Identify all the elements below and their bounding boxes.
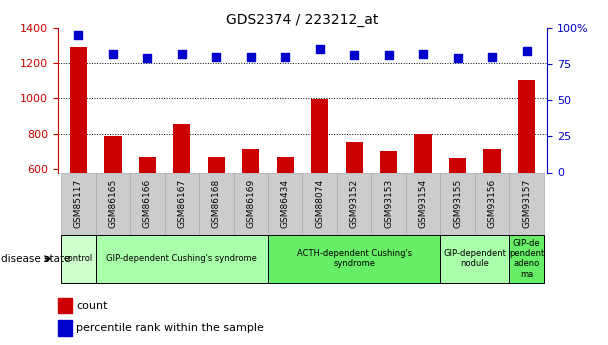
Bar: [173, 124, 190, 275]
Text: GSM86169: GSM86169: [246, 179, 255, 228]
Bar: [380, 151, 397, 275]
Bar: [165, 172, 199, 235]
Bar: [268, 235, 440, 283]
Bar: [406, 172, 440, 235]
Bar: [415, 134, 432, 275]
Point: [177, 51, 187, 57]
Bar: [58, 298, 72, 313]
Text: GSM86434: GSM86434: [281, 179, 290, 228]
Bar: [208, 157, 225, 275]
Point: [212, 54, 221, 59]
Bar: [70, 47, 87, 275]
Bar: [483, 149, 500, 275]
Text: GSM86167: GSM86167: [178, 179, 186, 228]
Bar: [510, 235, 544, 283]
Bar: [95, 235, 268, 283]
Bar: [311, 99, 328, 275]
Bar: [303, 172, 337, 235]
Bar: [440, 172, 475, 235]
Point: [418, 51, 428, 57]
Bar: [95, 172, 130, 235]
Text: percentile rank within the sample: percentile rank within the sample: [76, 323, 264, 333]
Text: GIP-dependent Cushing's syndrome: GIP-dependent Cushing's syndrome: [106, 254, 257, 263]
Bar: [518, 80, 535, 275]
Text: GSM88074: GSM88074: [315, 179, 324, 228]
Bar: [199, 172, 233, 235]
Point: [384, 52, 393, 58]
Bar: [61, 172, 95, 235]
Text: GSM86168: GSM86168: [212, 179, 221, 228]
Text: disease state: disease state: [1, 254, 71, 264]
Bar: [61, 235, 95, 283]
Text: GSM93154: GSM93154: [419, 179, 427, 228]
Bar: [449, 158, 466, 275]
Point: [74, 32, 83, 38]
Point: [487, 54, 497, 59]
Bar: [233, 172, 268, 235]
Bar: [58, 320, 72, 336]
Point: [246, 54, 255, 59]
Point: [280, 54, 290, 59]
Text: GSM93152: GSM93152: [350, 179, 359, 228]
Text: GIP-dependent
nodule: GIP-dependent nodule: [443, 249, 506, 268]
Text: GSM85117: GSM85117: [74, 179, 83, 228]
Bar: [268, 172, 303, 235]
Point: [142, 55, 152, 61]
Text: GSM86166: GSM86166: [143, 179, 152, 228]
Bar: [345, 142, 363, 275]
Point: [453, 55, 463, 61]
Bar: [130, 172, 165, 235]
Bar: [337, 172, 371, 235]
Bar: [510, 172, 544, 235]
Text: GSM93157: GSM93157: [522, 179, 531, 228]
Bar: [371, 172, 406, 235]
Bar: [139, 157, 156, 275]
Point: [108, 51, 118, 57]
Text: ACTH-dependent Cushing's
syndrome: ACTH-dependent Cushing's syndrome: [297, 249, 412, 268]
Point: [350, 52, 359, 58]
Title: GDS2374 / 223212_at: GDS2374 / 223212_at: [226, 12, 379, 27]
Text: GSM93153: GSM93153: [384, 179, 393, 228]
Bar: [475, 172, 510, 235]
Text: count: count: [76, 301, 108, 311]
Bar: [277, 157, 294, 275]
Bar: [440, 235, 510, 283]
Text: GIP-de
pendent
adeno
ma: GIP-de pendent adeno ma: [509, 239, 544, 279]
Text: GSM93156: GSM93156: [488, 179, 497, 228]
Bar: [242, 149, 260, 275]
Point: [315, 47, 325, 52]
Text: GSM86165: GSM86165: [108, 179, 117, 228]
Text: control: control: [64, 254, 93, 263]
Bar: [105, 136, 122, 275]
Point: [522, 48, 531, 53]
Text: GSM93155: GSM93155: [453, 179, 462, 228]
